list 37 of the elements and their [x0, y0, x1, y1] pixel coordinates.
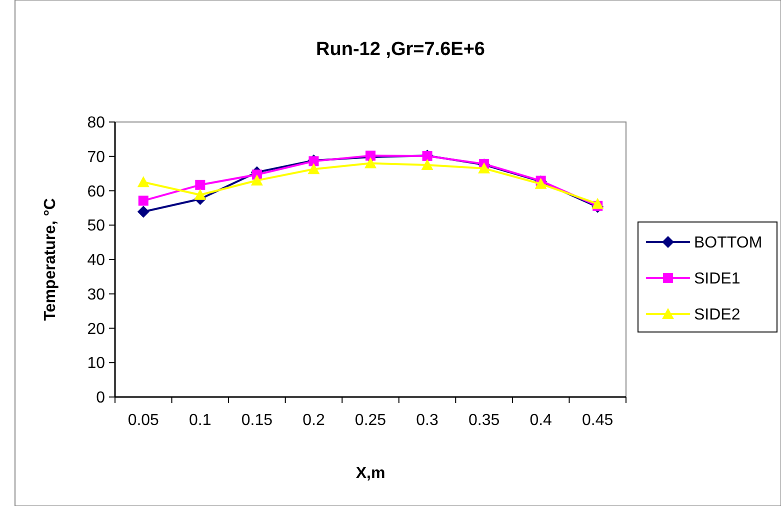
y-tick-label: 30 [87, 286, 106, 304]
x-tick-label: 0.1 [189, 412, 212, 429]
point [421, 158, 434, 170]
point [137, 206, 150, 218]
legend-label: SIDE1 [694, 270, 740, 288]
x-tick-label: 0.2 [302, 412, 325, 429]
point [250, 174, 263, 186]
point [364, 157, 376, 168]
x-tick-label: 0.05 [128, 412, 160, 429]
y-tick-label: 70 [87, 148, 106, 166]
y-tick-label: 10 [87, 355, 106, 372]
legend-label: SIDE2 [694, 306, 740, 324]
point [137, 176, 150, 188]
point [194, 188, 206, 200]
y-tick-label: 80 [87, 114, 106, 132]
x-tick-label: 0.4 [530, 412, 552, 429]
y-tick-label: 60 [87, 183, 106, 200]
legend-label: BOTTOM [694, 234, 762, 252]
chart-title: Run-12 ,Gr=7.6E+6 [316, 39, 485, 60]
point [138, 196, 148, 206]
x-tick-label: 0.25 [354, 412, 386, 429]
y-tick-label: 40 [87, 252, 106, 270]
x-tick-label: 0.35 [468, 412, 500, 429]
x-axis-title: X,m [356, 465, 386, 482]
x-tick-label: 0.15 [241, 412, 273, 429]
y-tick-label: 50 [87, 218, 106, 235]
point [478, 162, 490, 174]
x-tick-label: 0.3 [416, 412, 438, 429]
point [308, 163, 320, 174]
point [534, 178, 547, 189]
point [592, 198, 604, 209]
y-axis-title: Temperature, °C [42, 198, 59, 321]
y-tick-label: 0 [96, 390, 106, 407]
point [195, 180, 206, 190]
x-tick-label: 0.45 [582, 412, 614, 429]
y-tick-label: 20 [87, 320, 106, 338]
point [366, 150, 376, 161]
